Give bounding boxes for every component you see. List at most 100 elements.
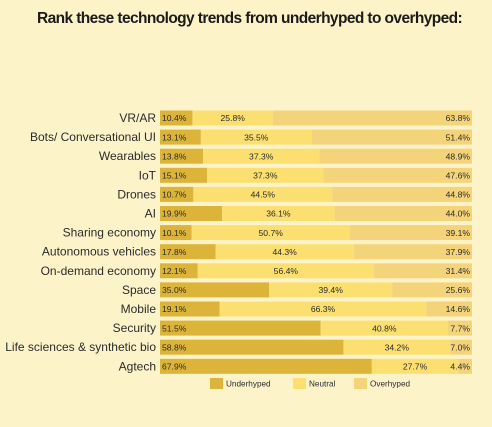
bar-underhyped-life-sciences-synthetic-bio [160,339,344,355]
bar-neutral-on-demand-economy [197,263,374,279]
value-label-underhyped-bots-conversational-ui: 13.1% [162,132,187,142]
value-label-underhyped-life-sciences-synthetic-bio: 58.8% [162,342,187,352]
bar-underhyped-autonomous-vehicles [160,244,216,260]
value-label-neutral-space: 39.4% [318,285,343,295]
value-label-overhyped-vr-ar: 63.8% [446,113,471,123]
legend-label-overhyped: Overhyped [370,380,410,389]
bar-overhyped-autonomous-vehicles [353,244,472,260]
category-label-sharing-economy: Sharing economy [63,226,156,240]
value-label-neutral-ai: 36.1% [266,209,291,219]
bar-overhyped-vr-ar [272,110,472,126]
value-label-underhyped-space: 35.0% [162,285,187,295]
bar-overhyped-mobile [426,301,472,317]
bar-neutral-security [320,320,448,336]
chart-title: Rank these technology trends from underh… [37,10,463,27]
category-label-autonomous-vehicles: Autonomous vehicles [42,245,156,259]
value-label-neutral-life-sciences-synthetic-bio: 34.2% [385,342,410,352]
bar-underhyped-iot [160,167,208,183]
category-label-life-sciences-synthetic-bio: Life sciences & synthetic bio [5,340,156,354]
category-label-space: Space [122,283,156,297]
category-label-security: Security [113,321,156,335]
value-label-overhyped-wearables: 48.9% [446,151,471,161]
bar-underhyped-on-demand-economy [160,263,198,279]
legend-label-neutral: Neutral [309,380,336,389]
value-label-neutral-agtech: 27.7% [403,362,428,372]
value-label-overhyped-autonomous-vehicles: 37.9% [446,247,471,257]
value-label-overhyped-space: 25.6% [446,285,471,295]
bar-neutral-iot [207,167,324,183]
value-label-underhyped-vr-ar: 10.4% [162,113,187,123]
bar-overhyped-space [392,282,472,298]
category-label-vr-ar: VR/AR [119,111,156,125]
bar-neutral-ai [222,206,335,221]
bar-overhyped-sharing-economy [349,225,472,241]
bar-neutral-life-sciences-synthetic-bio [343,339,451,355]
bar-overhyped-security [447,320,472,336]
bar-neutral-wearables [203,148,320,164]
bar-neutral-space [269,282,393,298]
bar-underhyped-ai [160,206,223,221]
bar-underhyped-sharing-economy [160,225,192,241]
value-label-overhyped-iot: 47.6% [446,171,471,181]
bar-overhyped-agtech [458,358,472,374]
value-label-overhyped-life-sciences-synthetic-bio: 7.0% [450,342,470,352]
category-label-agtech: Agtech [119,359,156,373]
legend-swatch-neutral [293,378,306,389]
value-label-neutral-iot: 37.3% [253,171,278,181]
bar-underhyped-wearables [160,148,204,164]
bar-neutral-bots-conversational-ui [200,129,312,145]
value-label-overhyped-ai: 44.0% [446,209,471,219]
value-label-underhyped-security: 51.5% [162,323,187,333]
value-label-underhyped-mobile: 19.1% [162,304,187,314]
value-label-underhyped-agtech: 67.9% [162,362,187,372]
value-label-underhyped-ai: 19.9% [162,209,187,219]
category-label-mobile: Mobile [121,302,157,316]
value-label-neutral-vr-ar: 25.8% [221,113,246,123]
value-label-overhyped-on-demand-economy: 31.4% [446,266,471,276]
bar-underhyped-drones [160,186,194,202]
value-label-neutral-bots-conversational-ui: 35.5% [244,132,269,142]
value-label-overhyped-mobile: 14.6% [446,304,471,314]
value-label-overhyped-security: 7.7% [450,323,470,333]
bar-underhyped-agtech [160,358,372,374]
value-label-underhyped-sharing-economy: 10.1% [162,228,187,238]
category-label-iot: IoT [139,168,157,182]
value-label-underhyped-iot: 15.1% [162,171,187,181]
value-label-neutral-security: 40.8% [372,323,397,333]
category-label-wearables: Wearables [99,149,156,163]
value-label-neutral-autonomous-vehicles: 44.3% [272,247,297,257]
bar-overhyped-on-demand-economy [373,263,472,279]
bar-overhyped-life-sciences-synthetic-bio [450,339,472,355]
bar-neutral-autonomous-vehicles [215,244,354,260]
value-label-neutral-sharing-economy: 50.7% [259,228,284,238]
category-label-ai: AI [145,207,156,221]
bar-underhyped-vr-ar [160,110,193,126]
bar-overhyped-iot [323,167,472,183]
value-label-overhyped-agtech: 4.4% [450,362,470,372]
bar-underhyped-bots-conversational-ui [160,129,201,145]
bar-neutral-agtech [371,358,459,374]
value-label-overhyped-bots-conversational-ui: 51.4% [446,132,471,142]
value-label-overhyped-sharing-economy: 39.1% [446,228,471,238]
value-label-underhyped-drones: 10.7% [162,190,187,200]
bar-neutral-drones [193,186,333,202]
value-label-neutral-wearables: 37.3% [249,151,274,161]
bar-overhyped-drones [332,186,472,202]
bar-overhyped-wearables [319,148,472,164]
bar-overhyped-bots-conversational-ui [311,129,472,145]
value-label-underhyped-wearables: 13.8% [162,151,187,161]
value-label-neutral-drones: 44.5% [251,190,276,200]
legend-swatch-overhyped [354,378,367,389]
value-label-underhyped-autonomous-vehicles: 17.8% [162,247,187,257]
value-label-neutral-mobile: 66.3% [311,304,336,314]
legend-label-underhyped: Underhyped [226,380,271,389]
bar-neutral-vr-ar [192,110,273,126]
bar-underhyped-mobile [160,301,220,317]
category-label-drones: Drones [117,187,156,201]
category-label-on-demand-economy: On-demand economy [41,264,156,278]
legend-swatch-underhyped [210,378,223,389]
bar-neutral-sharing-economy [191,225,350,241]
category-label-bots-conversational-ui: Bots/ Conversational UI [30,130,156,144]
bar-underhyped-security [160,320,321,336]
